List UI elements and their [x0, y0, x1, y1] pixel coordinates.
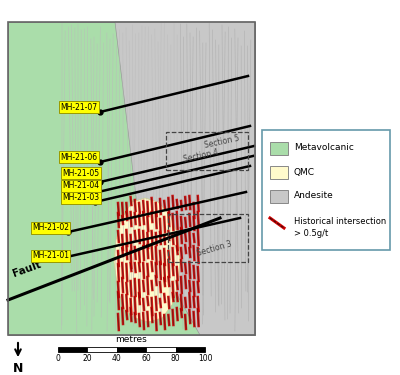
- Polygon shape: [8, 22, 255, 335]
- Text: MH-21-04: MH-21-04: [62, 182, 99, 190]
- Text: 40: 40: [112, 354, 122, 363]
- Text: 80: 80: [171, 354, 180, 363]
- Text: Andesite: Andesite: [294, 192, 334, 201]
- Text: Section 4: Section 4: [183, 148, 220, 164]
- Bar: [270, 190, 288, 203]
- Text: N: N: [13, 362, 23, 375]
- Bar: [88, 347, 117, 352]
- Bar: [166, 132, 248, 170]
- Text: metres: metres: [116, 335, 147, 344]
- Bar: [176, 347, 205, 352]
- Text: Section 3: Section 3: [196, 240, 233, 258]
- Bar: [58, 347, 88, 352]
- Text: 100: 100: [198, 354, 212, 363]
- Text: Historical intersection: Historical intersection: [294, 217, 386, 226]
- Bar: [270, 142, 288, 155]
- Text: Metavolcanic: Metavolcanic: [294, 144, 354, 153]
- Polygon shape: [115, 22, 255, 335]
- Text: 0: 0: [56, 354, 60, 363]
- Bar: [117, 347, 146, 352]
- Bar: [146, 347, 176, 352]
- Text: 60: 60: [141, 354, 151, 363]
- Text: MH-21-07: MH-21-07: [60, 102, 97, 111]
- Text: > 0.5g/t: > 0.5g/t: [294, 230, 328, 238]
- Text: QMC: QMC: [294, 168, 315, 177]
- Bar: [8, 22, 255, 335]
- Bar: [270, 166, 288, 179]
- Polygon shape: [114, 198, 180, 322]
- Text: MH-21-06: MH-21-06: [60, 153, 97, 162]
- Text: Fault: Fault: [11, 260, 42, 279]
- Text: 20: 20: [82, 354, 92, 363]
- Bar: [168, 214, 248, 262]
- Bar: [262, 130, 390, 250]
- Text: MH-21-01: MH-21-01: [32, 252, 69, 261]
- Text: MH-21-02: MH-21-02: [32, 224, 69, 232]
- Text: Section 5: Section 5: [204, 134, 241, 150]
- Text: MH-21-03: MH-21-03: [62, 194, 99, 202]
- Text: MH-21-05: MH-21-05: [62, 168, 99, 177]
